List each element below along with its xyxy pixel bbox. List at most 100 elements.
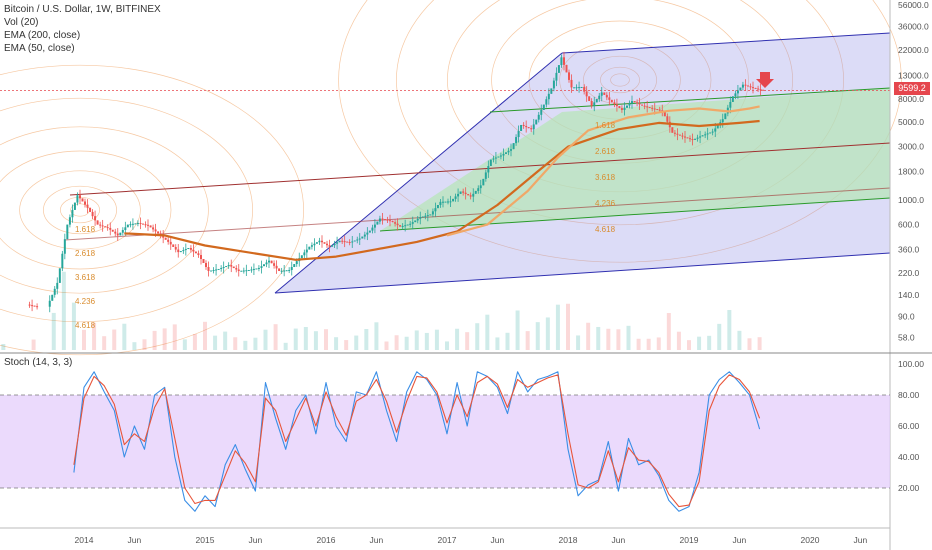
candle-body: [257, 267, 260, 269]
candle-body: [648, 107, 651, 109]
volume-bar: [102, 336, 107, 350]
candle-body: [494, 157, 497, 159]
candle-body: [205, 263, 207, 268]
price-tick-label: 5000.0: [898, 117, 924, 127]
volume-bar: [243, 340, 248, 350]
volume-bar: [394, 335, 399, 350]
candle-body: [346, 241, 349, 243]
pitchfork-lower-line: [274, 252, 891, 294]
candle-body: [247, 269, 250, 271]
candle-body: [502, 153, 505, 156]
candle-body: [63, 239, 66, 254]
candle-body: [560, 57, 563, 66]
candle-body: [575, 87, 578, 89]
candle-body: [341, 240, 344, 242]
candle-body: [71, 209, 74, 218]
candle-body: [129, 224, 132, 226]
price-tick-label: 36000.0: [898, 21, 929, 31]
candle-body: [517, 131, 520, 138]
candle-body: [689, 138, 691, 140]
candle-body: [89, 207, 92, 212]
candle-body: [300, 255, 303, 259]
candle-body: [555, 72, 558, 81]
candle-body: [754, 87, 757, 89]
time-tick-label: Jun: [491, 535, 505, 545]
candle-body: [656, 109, 659, 111]
candle-body: [116, 233, 119, 236]
candle-body: [270, 260, 273, 264]
candle-body: [633, 101, 636, 103]
candle-body: [389, 220, 391, 222]
fib-circle: [19, 170, 141, 250]
candle-body: [469, 195, 472, 197]
candle-body: [167, 239, 170, 242]
volume-bar: [192, 334, 197, 350]
fib-label-left: 4.236: [75, 297, 96, 306]
candle-body: [210, 270, 213, 272]
candle-body: [497, 156, 500, 158]
fib-circle: [43, 185, 117, 235]
candle-body: [404, 225, 407, 227]
median-line-red-2: [64, 187, 891, 241]
candle-body: [434, 208, 437, 212]
volume-bar: [465, 332, 470, 350]
candle-body: [308, 246, 311, 250]
candle-body: [290, 267, 293, 270]
candle-body: [358, 238, 361, 240]
volume-bar: [434, 329, 439, 350]
candle-body: [580, 86, 583, 88]
candle-body: [149, 225, 152, 228]
candle-body: [522, 124, 525, 127]
fib-label-left: 3.618: [75, 273, 96, 282]
candle-body: [472, 193, 475, 197]
candle-body: [177, 249, 180, 253]
fib-circle: [338, 0, 902, 263]
candle-body: [184, 249, 187, 251]
volume-bar: [455, 328, 460, 350]
candle-body: [684, 136, 686, 138]
candles: [28, 51, 765, 313]
volume-bar: [727, 310, 732, 350]
candle-body: [426, 215, 429, 217]
candle-body: [510, 149, 512, 151]
volume-bar: [233, 337, 238, 350]
chart-title: Bitcoin / U.S. Dollar, 1W, BITFINEX: [4, 4, 161, 15]
candle-body: [348, 242, 351, 244]
ema-50-line: [446, 105, 760, 237]
stoch-tick-label: 80.00: [898, 390, 920, 400]
candle-body: [462, 191, 465, 193]
candle-body: [76, 195, 79, 203]
candle-body: [56, 282, 59, 289]
stoch-legend: Stoch (14, 3, 3): [4, 357, 73, 368]
candle-body: [505, 152, 507, 154]
candle-body: [628, 103, 631, 106]
candle-body: [681, 135, 684, 137]
candle-body: [268, 260, 270, 263]
candle-body: [736, 90, 739, 94]
candle-body: [449, 201, 452, 203]
candle-body: [520, 124, 523, 132]
candle-body: [323, 242, 326, 244]
fib-circle: [0, 97, 253, 323]
candle-body: [275, 265, 278, 269]
candle-body: [447, 201, 449, 203]
candle-body: [144, 224, 147, 226]
volume-bar: [596, 326, 601, 350]
candle-body: [157, 231, 160, 234]
candle-body: [242, 270, 245, 272]
candle-body: [530, 128, 533, 130]
volume-bar: [676, 331, 681, 350]
candle-body: [255, 268, 258, 270]
candle-body: [411, 222, 414, 224]
candle-body: [474, 190, 477, 194]
candle-body: [386, 219, 389, 221]
candle-body: [106, 227, 109, 229]
candle-body: [338, 240, 341, 243]
volume-bar: [303, 326, 308, 350]
volume-bar: [445, 341, 449, 350]
candle-body: [124, 227, 127, 231]
candle-body: [729, 101, 732, 108]
volume-bar: [51, 312, 56, 350]
candle-body: [436, 204, 439, 209]
candle-body: [187, 248, 190, 250]
